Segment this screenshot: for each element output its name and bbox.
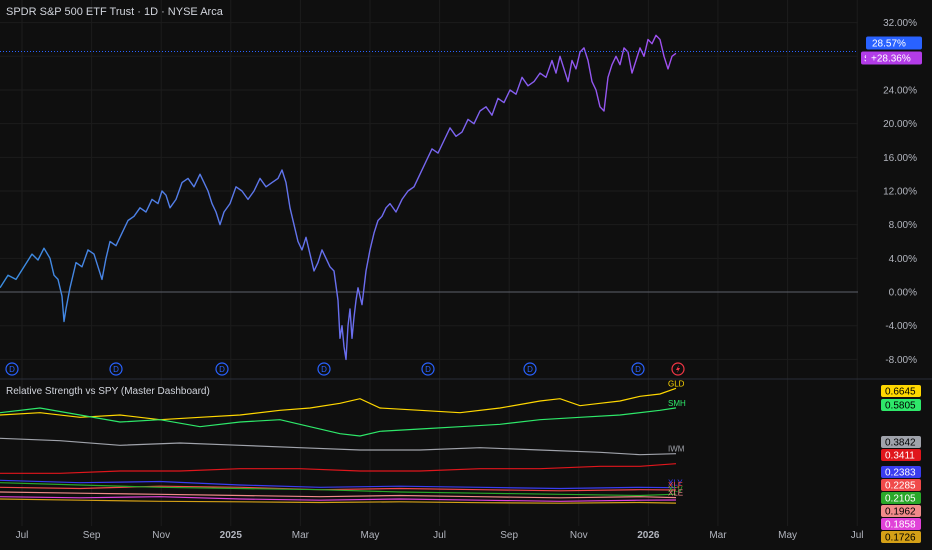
rs-value-badge-label: 0.2285 xyxy=(885,481,916,492)
rs-value-badge-xlf[interactable]: 0.2285 xyxy=(881,479,921,492)
time-axis-tick-label: 2025 xyxy=(220,530,243,541)
time-axis-tick-label: Mar xyxy=(292,530,310,541)
rs-value-badge-label: 0.2383 xyxy=(885,468,916,479)
price-axis[interactable]: 32.00%28.00%24.00%20.00%16.00%12.00%8.00… xyxy=(861,18,922,366)
rs-value-badge-xly[interactable]: 0.2383 xyxy=(881,466,921,479)
rs-value-badge-smh[interactable]: 0.5805 xyxy=(881,399,921,412)
dividend-marker-label: D xyxy=(113,365,119,374)
dividend-marker-label: D xyxy=(9,365,15,374)
time-axis[interactable]: Jul Sep Nov 2025 Mar May Jul Sep Nov 2026 Mar May Ju… xyxy=(16,530,864,541)
dividend-marker-label: D xyxy=(219,365,225,374)
grid xyxy=(0,0,858,526)
rs-series-end-label: XLY xyxy=(668,479,683,488)
rs-value-badge-xlk[interactable]: 0.3411 xyxy=(881,449,921,462)
rs-value-badge-label: 0.1858 xyxy=(885,520,916,531)
rs-axis[interactable]: 0.6645 0.5805 0.3842 0.3411 0.2383 0.2285 0.21… xyxy=(881,385,921,544)
rs-value-badge-xlu[interactable]: 0.1858 xyxy=(881,518,921,531)
dividend-marker-label: D xyxy=(321,365,327,374)
time-axis-tick-label: Nov xyxy=(152,530,170,541)
rs-series-end-label: IWM xyxy=(668,445,685,454)
time-axis-tick-label: Jul xyxy=(433,530,446,541)
dividend-marker[interactable]: D xyxy=(215,362,229,376)
price-axis-tick-label: 32.00% xyxy=(883,18,917,29)
price-line-badge-label: 28.57% xyxy=(872,39,906,50)
dividend-marker[interactable]: D xyxy=(317,362,331,376)
rs-series-line-xlv xyxy=(0,482,677,497)
series-line-spy xyxy=(0,34,677,361)
rs-value-badge-iwm[interactable]: 0.3842 xyxy=(881,436,921,449)
dividend-marker[interactable]: D xyxy=(109,362,123,376)
price-axis-tick-label: 12.00% xyxy=(883,187,917,198)
rs-series-end-label: XLE xyxy=(668,489,683,498)
rs-value-badge-gld[interactable]: 0.6645 xyxy=(881,385,921,398)
time-axis-tick-label: May xyxy=(778,530,797,541)
time-axis-tick-label: May xyxy=(361,530,380,541)
rs-series-end-label: SMH xyxy=(668,399,686,408)
rs-series-end-label: GLD xyxy=(668,379,685,388)
chart-title: SPDR S&P 500 ETF Trust · 1D · NYSE Arca xyxy=(6,6,223,18)
time-axis-tick-label: Nov xyxy=(570,530,588,541)
rs-value-badge-xlp[interactable]: 0.1726 xyxy=(881,531,921,544)
time-axis-tick-label: Sep xyxy=(83,530,101,541)
rs-value-badge-xle[interactable]: 0.1962 xyxy=(881,505,921,518)
time-axis-tick-label: Sep xyxy=(500,530,518,541)
dividend-marker[interactable]: D xyxy=(421,362,435,376)
rs-value-badge-xlv[interactable]: 0.2105 xyxy=(881,492,921,505)
price-axis-tick-label: -4.00% xyxy=(885,321,917,332)
lightning-icon[interactable] xyxy=(671,362,685,376)
rs-series-line-xlk xyxy=(0,463,677,474)
rs-value-badge-label: 0.1726 xyxy=(885,533,916,544)
rs-value-badge-label: 0.2105 xyxy=(885,494,916,505)
price-axis-tick-label: 16.00% xyxy=(883,153,917,164)
rs-series-line-xlf xyxy=(0,485,677,492)
price-axis-tick-label: 20.00% xyxy=(883,119,917,130)
price-axis-tick-label: 8.00% xyxy=(889,220,917,231)
price-series-layer xyxy=(0,34,677,361)
time-axis-tick-label: Jul xyxy=(851,530,864,541)
rs-series-line-xlu xyxy=(0,496,677,502)
dividend-marker-label: D xyxy=(635,365,641,374)
rs-series-end-label: XLF xyxy=(668,481,683,490)
rs-value-badge-label: 0.3411 xyxy=(885,451,915,462)
dividend-marker[interactable]: D xyxy=(523,362,537,376)
rs-series-line-xlp xyxy=(0,498,677,504)
rs-series-line-xle xyxy=(0,491,677,499)
dividend-marker-label: D xyxy=(527,365,533,374)
rs-pane-title: Relative Strength vs SPY (Master Dashboa… xyxy=(6,386,210,397)
rs-value-badge-label: 0.1962 xyxy=(885,507,916,518)
price-axis-tick-label: 4.00% xyxy=(889,254,917,265)
time-axis-tick-label: 2026 xyxy=(637,530,660,541)
price-axis-tick-label: 24.00% xyxy=(883,85,917,96)
rs-series-line-iwm xyxy=(0,437,677,456)
dividend-marker[interactable]: D xyxy=(5,362,19,376)
rs-value-badge-label: 0.5805 xyxy=(885,401,916,412)
price-line-badge[interactable]: 28.57% xyxy=(866,36,922,50)
rs-value-badge-label: 0.6645 xyxy=(885,387,916,398)
rs-series-line-xly xyxy=(0,479,677,490)
dividend-marker-label: D xyxy=(425,365,431,374)
rs-series-line-gld xyxy=(0,387,677,421)
price-axis-tick-label: 0.00% xyxy=(889,288,917,299)
rs-value-badge-label: 0.3842 xyxy=(885,438,916,449)
time-axis-tick-label: Jul xyxy=(16,530,29,541)
rs-series-line-smh xyxy=(0,407,677,437)
rs-series-end-label: XLV xyxy=(668,485,683,494)
time-axis-tick-label: Mar xyxy=(709,530,727,541)
spy-last-value-badge[interactable]: SPY+28.36% xyxy=(861,51,922,65)
dividend-marker[interactable]: D xyxy=(631,362,645,376)
spy-value-label: +28.36% xyxy=(871,54,911,65)
price-axis-tick-label: -8.00% xyxy=(885,355,917,366)
